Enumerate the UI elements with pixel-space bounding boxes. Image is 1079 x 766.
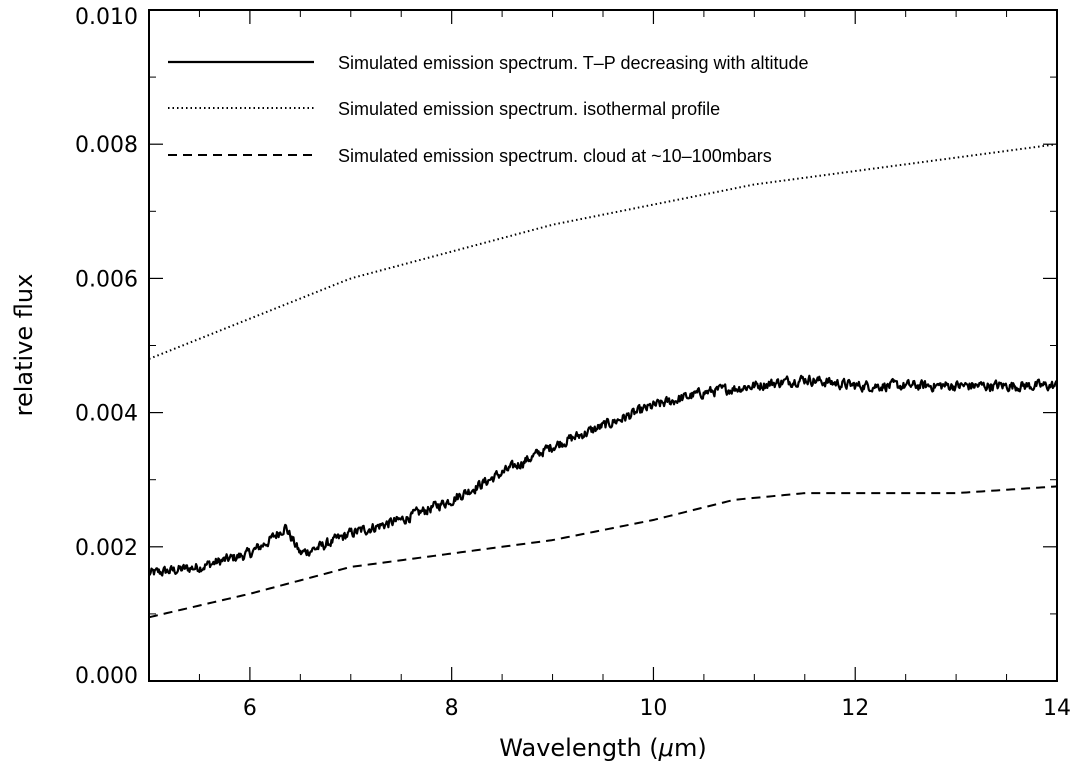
x-axis-title: Wavelength (μm) bbox=[499, 734, 706, 762]
tick-labels: 6 8 10 12 14 0.000 0.002 0.004 0.006 0.008 0.010 bbox=[75, 5, 1071, 721]
x-tick-label: 14 bbox=[1043, 696, 1071, 721]
series-layer bbox=[147, 143, 1059, 619]
y-axis-title: relative flux bbox=[10, 274, 38, 417]
x-axis-title-text: Wavelength ( bbox=[499, 734, 658, 762]
legend: Simulated emission spectrum. T–P decreas… bbox=[168, 53, 809, 166]
series-line-dashed bbox=[148, 485, 1058, 619]
y-tick-label: 0.010 bbox=[75, 5, 138, 30]
plot-frame bbox=[148, 9, 1058, 682]
y-tick-label: 0.002 bbox=[75, 536, 138, 561]
x-axis-title-symbol: μ bbox=[658, 734, 674, 762]
y-tick-label: 0.000 bbox=[75, 664, 138, 689]
y-tick-label: 0.006 bbox=[75, 267, 138, 292]
y-tick-label: 0.008 bbox=[75, 133, 138, 158]
legend-label: Simulated emission spectrum. cloud at ~1… bbox=[338, 146, 772, 166]
series-line-dotted bbox=[148, 143, 1058, 360]
x-tick-label: 10 bbox=[639, 696, 667, 721]
legend-label: Simulated emission spectrum. T–P decreas… bbox=[338, 53, 809, 73]
x-tick-label: 8 bbox=[445, 696, 459, 721]
y-tick-label: 0.004 bbox=[75, 402, 138, 427]
x-tick-label: 12 bbox=[841, 696, 869, 721]
x-axis-title-unit: m) bbox=[674, 734, 707, 762]
legend-label: Simulated emission spectrum. isothermal … bbox=[338, 99, 720, 119]
x-tick-label: 6 bbox=[243, 696, 257, 721]
series-line-solid bbox=[147, 374, 1059, 577]
